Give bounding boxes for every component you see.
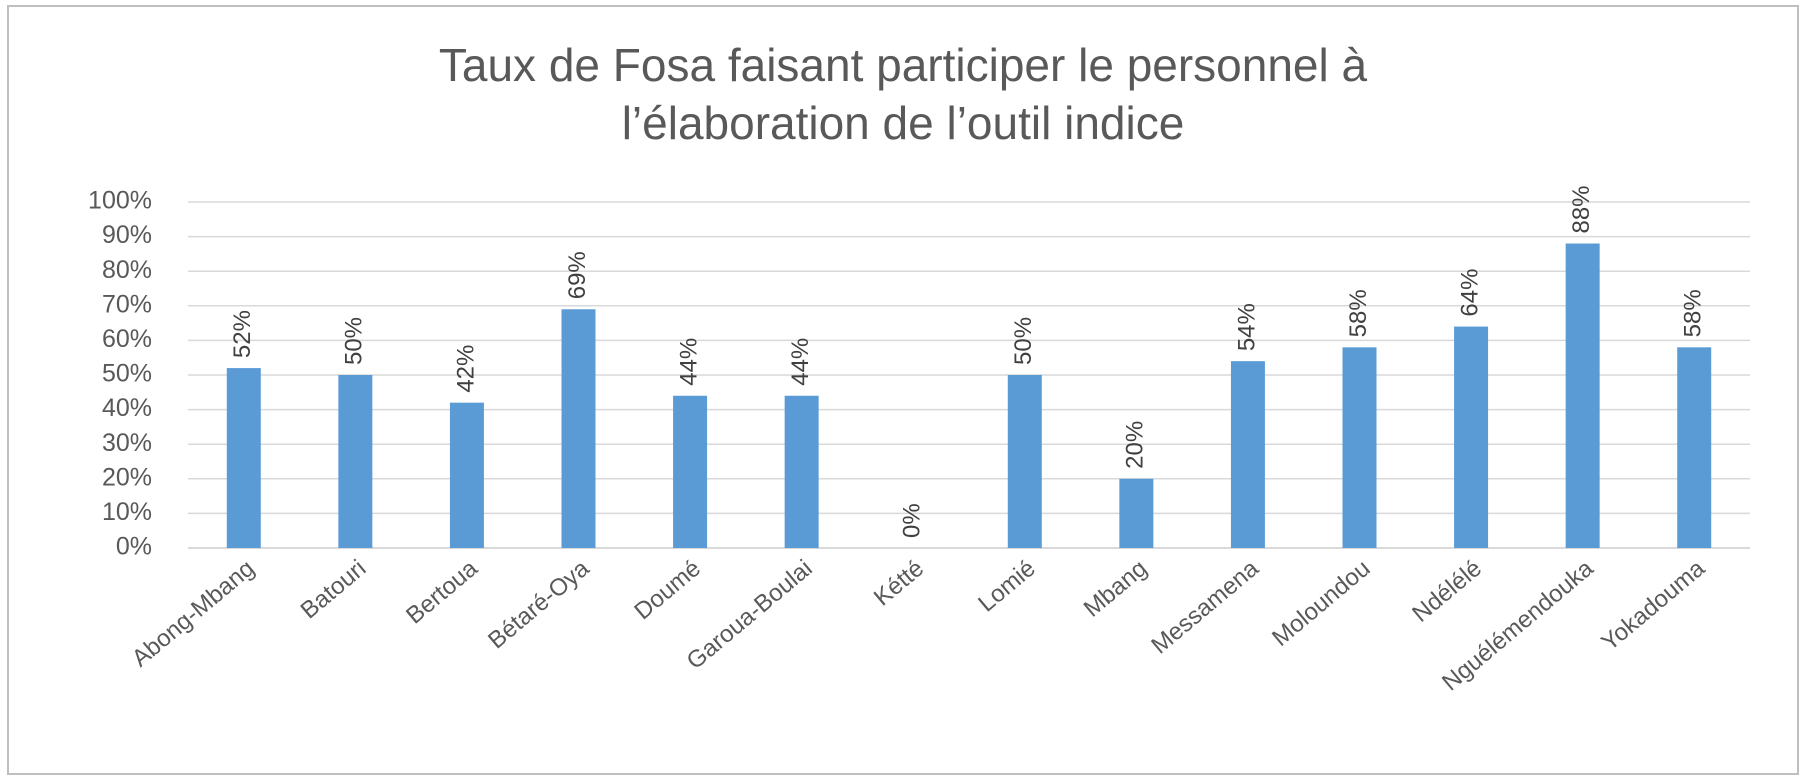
y-tick-label: 60% <box>102 325 152 353</box>
data-label: 0% <box>899 503 926 538</box>
y-tick-label: 80% <box>102 256 152 284</box>
data-label: 50% <box>1010 317 1037 365</box>
y-tick-label: 100% <box>88 187 152 215</box>
chart-title: Taux de Fosa faisant participer le perso… <box>439 39 1368 91</box>
data-label: 44% <box>787 338 814 386</box>
y-tick-label: 90% <box>102 221 152 249</box>
bar <box>1677 347 1712 548</box>
data-label: 88% <box>1568 185 1595 233</box>
bar <box>1119 478 1154 548</box>
y-tick-label: 30% <box>102 429 152 457</box>
y-tick-label: 40% <box>102 394 152 422</box>
data-label: 20% <box>1122 421 1149 469</box>
bar <box>226 368 261 548</box>
data-label: 69% <box>564 251 591 299</box>
bar <box>1454 326 1489 548</box>
bar <box>1342 347 1377 548</box>
data-label: 58% <box>1345 289 1372 337</box>
bar <box>338 375 373 548</box>
y-tick-label: 0% <box>116 533 152 561</box>
data-label: 42% <box>452 345 479 393</box>
chart-title: l’élaboration de l’outil indice <box>622 97 1185 149</box>
bar <box>449 402 484 548</box>
data-label: 52% <box>229 310 256 358</box>
chart-frame <box>7 5 1799 775</box>
bar <box>673 395 708 548</box>
data-label: 58% <box>1680 289 1707 337</box>
y-tick-label: 70% <box>102 290 152 318</box>
y-tick-label: 20% <box>102 463 152 491</box>
bar <box>1565 243 1600 548</box>
y-tick-label: 50% <box>102 360 152 388</box>
data-label: 50% <box>341 317 368 365</box>
bar <box>561 309 596 548</box>
data-label: 44% <box>675 338 702 386</box>
y-tick-label: 10% <box>102 498 152 526</box>
bar <box>784 395 819 548</box>
bar <box>1007 375 1042 548</box>
data-label: 64% <box>1456 269 1483 317</box>
bar <box>1230 361 1265 548</box>
data-label: 54% <box>1233 303 1260 351</box>
